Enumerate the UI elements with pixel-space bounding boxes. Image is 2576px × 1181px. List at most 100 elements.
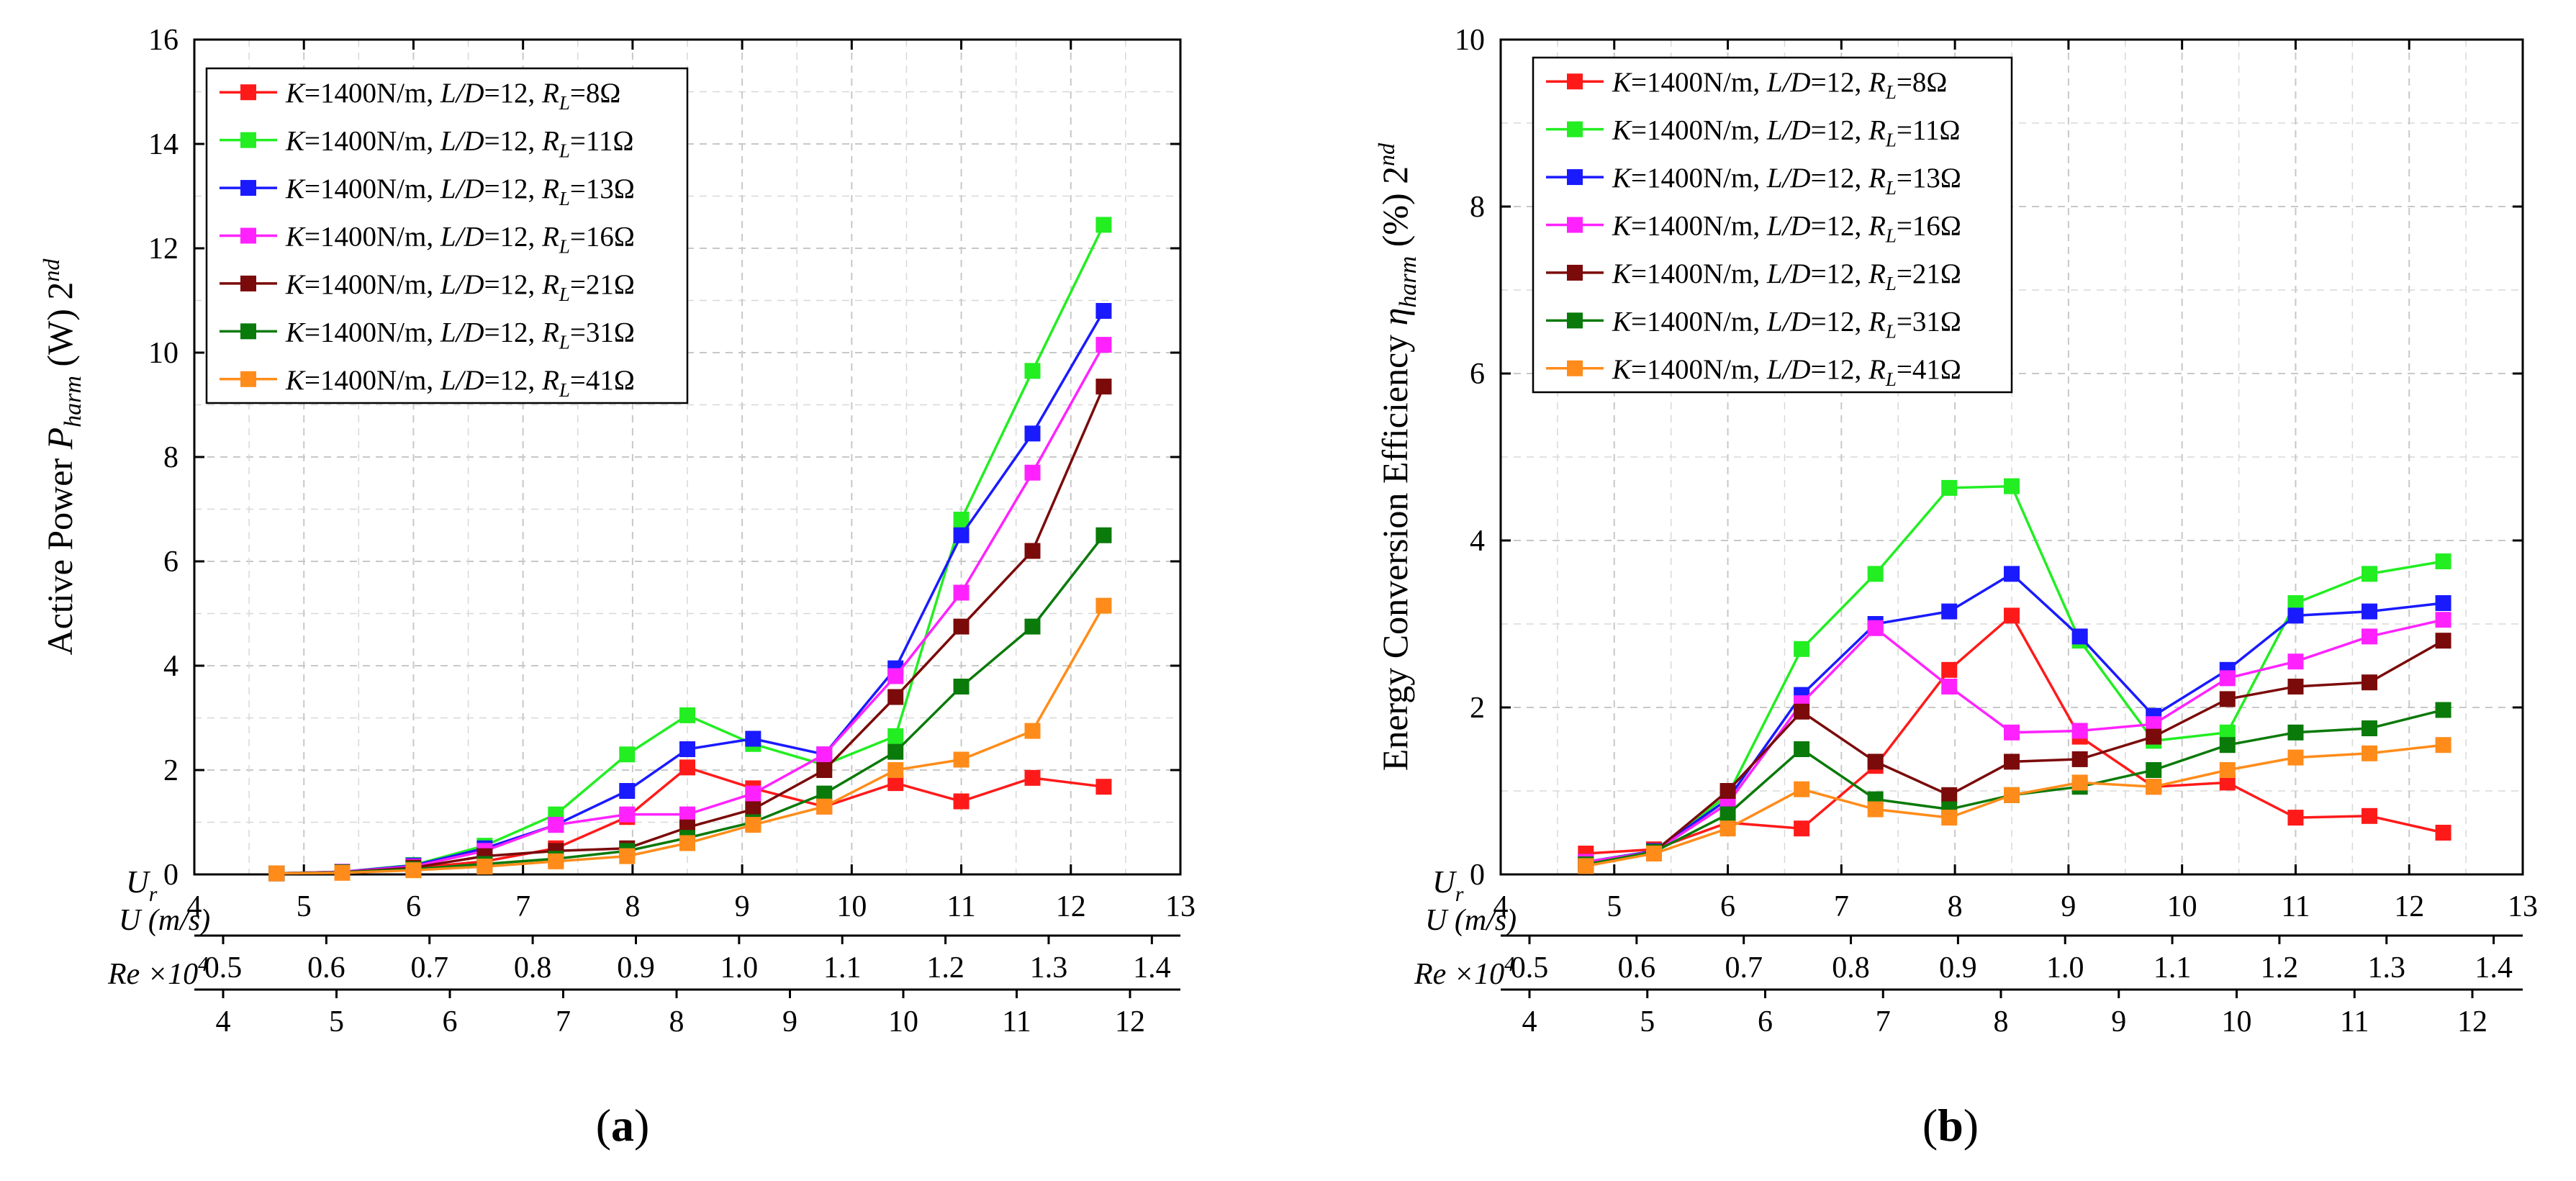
- data-point: [2146, 779, 2162, 795]
- legend-r-value: =11Ω: [570, 126, 634, 157]
- data-point: [1024, 769, 1041, 786]
- data-point: [2146, 762, 2162, 778]
- x-tick-label: 8: [1948, 890, 1963, 923]
- legend-marker: [240, 132, 256, 148]
- legend-k-value: =1400N/m,: [1631, 163, 1767, 194]
- x-tick-label: 12: [2394, 890, 2424, 923]
- data-point: [2146, 716, 2162, 733]
- data-point: [1719, 783, 1736, 799]
- re-superscript: 4: [198, 954, 208, 976]
- legend-k-value: =1400N/m,: [304, 269, 440, 300]
- legend-label: K=1400N/m, L/D=12, RL=31Ω: [1612, 306, 1961, 342]
- re-tick-label: 8: [669, 1005, 684, 1039]
- legend-marker: [1567, 169, 1583, 186]
- plot-frame: [1499, 38, 2524, 876]
- panel-label-open: (: [596, 1100, 611, 1151]
- x-tick-label: 7: [1834, 890, 1849, 923]
- u-axis-label: U (m/s): [119, 904, 210, 937]
- re-tick-label: 9: [782, 1005, 797, 1039]
- data-point: [2287, 749, 2304, 766]
- legend-k: K: [1612, 67, 1632, 98]
- y-tick-label: 10: [1455, 24, 1485, 57]
- legend-r-value: =41Ω: [1897, 354, 1961, 385]
- legend: K=1400N/m, L/D=12, RL=8ΩK=1400N/m, L/D=1…: [1532, 56, 2013, 394]
- u-tick-label: 1.1: [2154, 951, 2192, 985]
- re-tick-label: 5: [329, 1005, 344, 1039]
- re-tick-label: 10: [888, 1005, 918, 1039]
- y-tick-label: 4: [1470, 525, 1485, 558]
- x-tick-label: 9: [2061, 890, 2076, 923]
- y-tick-label: 2: [1470, 692, 1485, 725]
- legend-marker: [1567, 73, 1583, 90]
- data-point: [887, 775, 904, 792]
- re-axis-label: Re ×104: [1414, 954, 1514, 991]
- data-point: [619, 848, 636, 864]
- legend-k-value: =1400N/m,: [1631, 115, 1767, 146]
- legend-r-value: =13Ω: [1897, 163, 1961, 194]
- legend-r: R: [1868, 163, 1886, 194]
- legend-d: /D: [455, 269, 484, 300]
- legend-item: K=1400N/m, L/D=12, RL=16Ω: [1546, 211, 1961, 247]
- panel-b: 0 2 4 6 8 10 4 5 6 7 8 9 10 11 12 13 0.5 0.6 0.7 0.8 0.9 1.0 1…: [1373, 24, 2538, 1151]
- legend-k: K: [1612, 306, 1632, 337]
- data-point: [476, 859, 493, 875]
- legend-marker: [240, 323, 256, 340]
- legend-k-value: =1400N/m,: [304, 317, 440, 348]
- data-point: [548, 817, 564, 833]
- y-axis-label: Energy Conversion Efficiency ηharm (%) 2…: [1373, 142, 1422, 771]
- legend-ld-value: =12,: [484, 222, 543, 253]
- panel-label-letter: b: [1938, 1100, 1963, 1151]
- legend-ld-value: =12,: [484, 173, 543, 204]
- y-label-unit: (W) 2: [40, 282, 80, 376]
- legend-r-value: =8Ω: [570, 78, 620, 109]
- re-axis-label: Re ×104: [107, 954, 208, 991]
- legend-k-value: =1400N/m,: [304, 78, 440, 109]
- y-tick-label: 2: [163, 754, 178, 787]
- data-point: [2287, 810, 2304, 826]
- u-tick-label: 1.0: [2046, 951, 2084, 985]
- data-point: [1095, 527, 1112, 543]
- y-label-subscript: harm: [60, 376, 86, 427]
- legend-d: /D: [1781, 354, 1811, 385]
- re-tick-label: 6: [443, 1005, 458, 1039]
- data-point: [2004, 566, 2020, 582]
- u-tick-label: 1.4: [1133, 951, 1171, 985]
- data-point: [1941, 479, 1958, 496]
- u-tick-label: 0.8: [514, 951, 552, 985]
- legend-ld-value: =12,: [484, 126, 543, 157]
- data-point: [1095, 597, 1112, 614]
- data-point: [2362, 628, 2377, 645]
- legend-r: R: [541, 317, 559, 348]
- legend-l: L: [1766, 211, 1783, 242]
- legend-r-subscript: L: [1885, 320, 1897, 342]
- data-point: [2071, 751, 2088, 767]
- legend-r: R: [541, 222, 559, 253]
- legend-k: K: [1612, 115, 1632, 146]
- series-4: [268, 337, 1112, 882]
- data-point: [2004, 754, 2020, 770]
- data-point: [679, 707, 695, 723]
- legend-label: K=1400N/m, L/D=12, RL=31Ω: [285, 317, 635, 353]
- x-tick-label: 6: [1720, 890, 1735, 923]
- data-point: [2435, 633, 2451, 649]
- legend-l: L: [440, 173, 456, 204]
- data-point: [745, 801, 761, 818]
- data-point: [2219, 691, 2236, 707]
- panel-label-close: ): [634, 1100, 649, 1151]
- legend-label: K=1400N/m, L/D=12, RL=11Ω: [285, 126, 633, 162]
- data-point: [268, 865, 285, 882]
- x-tick-label: 5: [297, 890, 312, 923]
- legend-l: L: [1766, 115, 1783, 146]
- legend-l: L: [1766, 258, 1783, 289]
- re-tick-label: 12: [2457, 1005, 2487, 1039]
- y-label-main: Energy Conversion Efficiency: [1375, 325, 1415, 771]
- legend-item: K=1400N/m, L/D=12, RL=13Ω: [1546, 163, 1961, 199]
- x-tick-label: 7: [515, 890, 530, 923]
- data-point: [816, 746, 833, 763]
- data-point: [953, 527, 970, 543]
- legend-k-value: =1400N/m,: [1631, 211, 1767, 242]
- data-point: [745, 730, 761, 747]
- legend-marker: [1567, 121, 1583, 137]
- legend-k: K: [285, 126, 306, 157]
- legend-ld-value: =12,: [1811, 115, 1869, 146]
